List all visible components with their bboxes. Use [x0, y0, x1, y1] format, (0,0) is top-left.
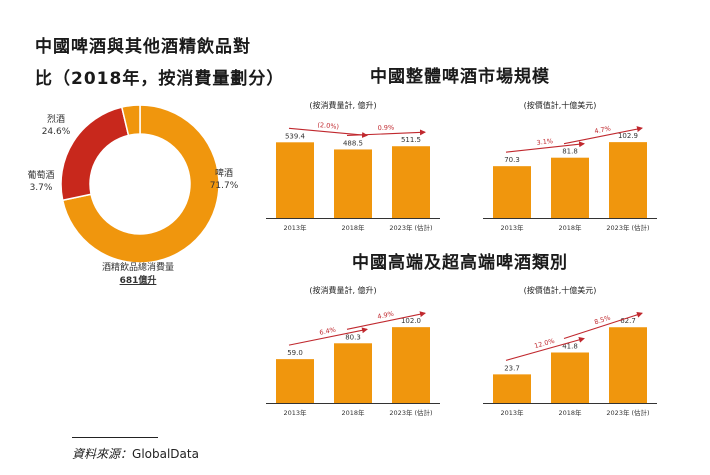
- category-label-1: 2018年: [341, 408, 365, 417]
- bar-1: [551, 352, 589, 403]
- chart-1-title: (按消費量計, 億升): [309, 100, 376, 110]
- donut-total: 酒精飲品總消費量 681億升: [88, 262, 188, 288]
- bar-0: [276, 142, 314, 218]
- category-label-2: 2023年 (估計): [606, 223, 649, 232]
- donut-slice-0: [61, 104, 220, 264]
- bar-chart-market-value: (按價值計,十億美元) 70.3 2013年 81.8 2018年 102.9 2023年 …: [483, 100, 657, 232]
- donut-total-caption: 酒精飲品總消費量: [101, 263, 174, 273]
- cagr-arrow-0: [505, 336, 585, 361]
- cagr-arrow-1: [346, 129, 426, 137]
- bar-2: [392, 327, 430, 403]
- cagr-arrow-0: [505, 141, 585, 153]
- category-label-0: 2013年: [500, 223, 524, 232]
- source-label: 資料來源：: [72, 447, 133, 461]
- donut-slice-2: [120, 104, 141, 137]
- source-value: GlobalData: [132, 447, 199, 461]
- category-label-1: 2018年: [341, 223, 365, 232]
- cagr-arrow-1: [563, 126, 643, 145]
- bar-0: [493, 166, 531, 218]
- donut-label-spirits: 烈酒 24.6%: [38, 114, 74, 138]
- section-market-title: 中國整體啤酒市場規模: [370, 67, 550, 87]
- bar-value-label-1: 81.8: [562, 148, 578, 156]
- category-label-1: 2018年: [558, 408, 582, 417]
- bar-value-label-2: 102.0: [401, 317, 421, 325]
- cagr-arrow-1: [346, 311, 426, 330]
- cagr-arrow-0: [288, 127, 368, 138]
- bar-value-label-1: 488.5: [343, 139, 363, 147]
- spirits-value: 24.6%: [41, 127, 71, 137]
- page-title-line1: 中國啤酒與其他酒精飲品對: [35, 37, 251, 57]
- bar-value-label-0: 23.7: [504, 364, 520, 372]
- donut-total-value: 681億升: [119, 276, 157, 286]
- cagr-label-1: 4.7%: [594, 124, 612, 135]
- chart-3-title: (按消費量計, 億升): [309, 285, 376, 295]
- source-divider: [72, 437, 158, 438]
- bar-2: [609, 327, 647, 403]
- donut-label-wine: 葡萄酒 3.7%: [24, 170, 58, 194]
- bar-value-label-2: 511.5: [401, 136, 421, 144]
- bar-chart-premium-value: (按價值計,十億美元) 23.7 2013年 41.8 2018年 62.7 2023年 (…: [483, 285, 657, 417]
- wine-name: 葡萄酒: [27, 171, 55, 181]
- cagr-label-1: 0.9%: [378, 124, 395, 133]
- bar-value-label-0: 70.3: [504, 156, 520, 164]
- page-title-line2: 比（2018年，按消費量劃分）: [35, 69, 285, 89]
- bar-chart-premium-volume: (按消費量計, 億升) 59.0 2013年 80.3 2018年 102.0 2023年 …: [266, 285, 440, 417]
- cagr-label-0: 3.1%: [536, 137, 553, 147]
- source-note: 資料來源：GlobalData: [72, 445, 199, 462]
- chart-2-title: (按價值計,十億美元): [524, 100, 597, 110]
- bar-value-label-2: 102.9: [618, 132, 638, 140]
- bar-value-label-0: 539.4: [285, 132, 306, 140]
- bar-1: [334, 343, 372, 403]
- cagr-label-0: 6.4%: [319, 326, 337, 337]
- bar-1: [551, 157, 589, 218]
- category-label-1: 2018年: [558, 223, 582, 232]
- bar-value-label-2: 62.7: [620, 317, 636, 325]
- bar-value-label-1: 80.3: [345, 333, 361, 341]
- spirits-name: 烈酒: [46, 115, 65, 125]
- chart-4-title: (按價值計,十億美元): [524, 285, 597, 295]
- bar-1: [334, 149, 372, 218]
- bar-value-label-1: 41.8: [562, 342, 578, 350]
- donut-label-beer: 啤酒 71.7%: [206, 168, 242, 192]
- bar-2: [609, 142, 647, 218]
- wine-value: 3.7%: [29, 183, 53, 193]
- bar-2: [392, 146, 430, 218]
- donut-chart: [60, 104, 220, 264]
- beer-value: 71.7%: [209, 181, 239, 191]
- category-label-2: 2023年 (估計): [606, 408, 649, 417]
- cagr-label-1: 4.9%: [377, 310, 395, 321]
- category-label-2: 2023年 (估計): [389, 408, 432, 417]
- section-premium-title: 中國高端及超高端啤酒類別: [352, 253, 568, 273]
- category-label-2: 2023年 (估計): [389, 223, 432, 232]
- bar-chart-market-volume: (按消費量計, 億升) 539.4 2013年 488.5 2018年 511.5 2023…: [266, 100, 440, 232]
- bar-0: [493, 374, 531, 403]
- cagr-label-0: 12.0%: [533, 337, 555, 350]
- cagr-label-0: (2.0%): [317, 121, 339, 131]
- bar-value-label-0: 59.0: [287, 349, 303, 357]
- beer-name: 啤酒: [214, 169, 233, 179]
- category-label-0: 2013年: [283, 408, 307, 417]
- cagr-arrow-0: [288, 327, 368, 346]
- category-label-0: 2013年: [500, 408, 524, 417]
- bar-0: [276, 359, 314, 403]
- category-label-0: 2013年: [283, 223, 307, 232]
- cagr-arrow-1: [563, 311, 643, 340]
